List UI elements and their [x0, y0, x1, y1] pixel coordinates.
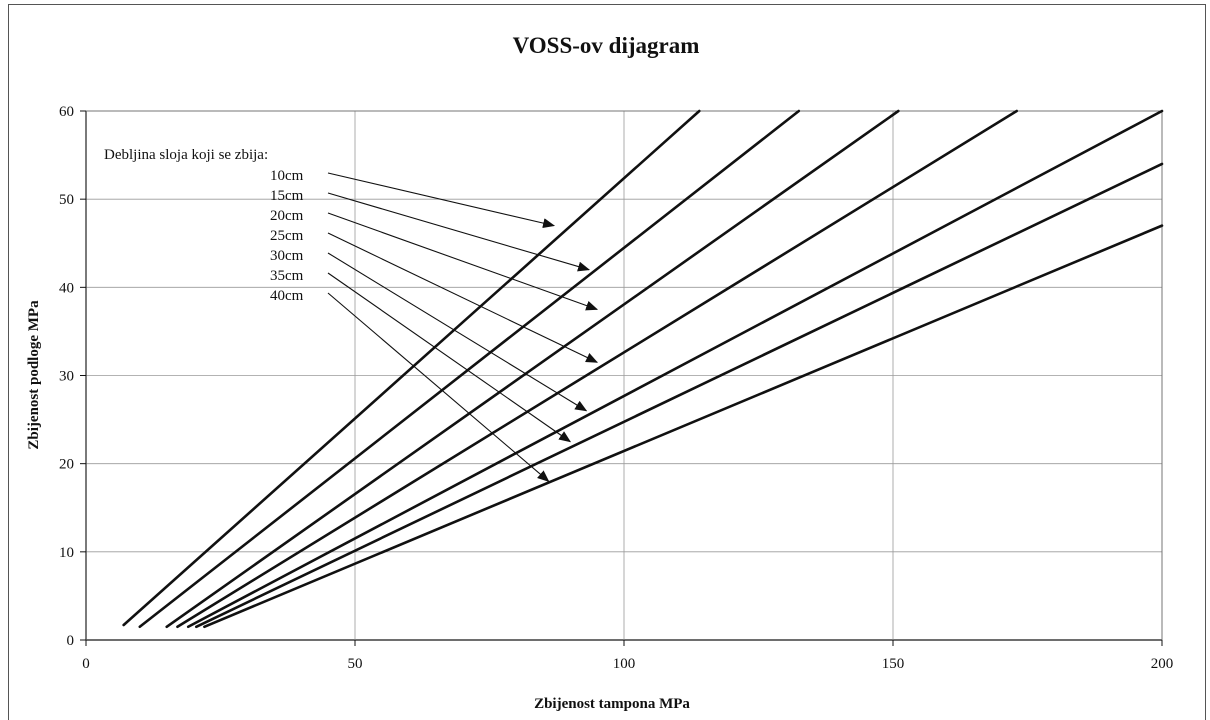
thickness-label-35cm: 35cm	[270, 268, 304, 284]
thickness-annotations: Debljina sloja koji se zbija: 10cm 15cm 20…	[104, 147, 599, 482]
thickness-arrow-20cm	[327, 212, 599, 311]
x-tick-label: 200	[1151, 656, 1174, 672]
axes: 0 10 20 30 40 50 60 0 50 100 150 200	[59, 104, 1173, 672]
y-tick-label: 0	[67, 633, 75, 649]
x-tick-label: 100	[613, 656, 636, 672]
thickness-label-10cm: 10cm	[270, 168, 304, 184]
series-line-35cm	[194, 162, 1164, 629]
series-line-40cm	[203, 224, 1164, 629]
thickness-arrow-15cm	[327, 192, 590, 272]
y-tick-label: 60	[59, 104, 74, 120]
series-line-30cm	[186, 109, 1164, 629]
thickness-arrow-25cm	[327, 232, 599, 363]
x-tick-label: 50	[348, 656, 363, 672]
y-tick-label: 10	[59, 545, 74, 561]
series-line-25cm	[176, 109, 1019, 629]
x-tick-label: 0	[82, 656, 90, 672]
series-lines	[122, 109, 1164, 629]
x-axis-label: Zbijenost tampona MPa	[534, 696, 690, 712]
thickness-label-25cm: 25cm	[270, 228, 304, 244]
series-line-15cm	[138, 109, 801, 629]
series-line-20cm	[165, 109, 900, 629]
annotation-heading: Debljina sloja koji se zbija:	[104, 147, 268, 163]
thickness-arrow-35cm	[327, 272, 572, 443]
thickness-label-20cm: 20cm	[270, 208, 304, 224]
thickness-arrow-30cm	[327, 252, 588, 412]
y-tick-label: 30	[59, 369, 74, 385]
chart-title: VOSS-ov dijagram	[513, 33, 700, 58]
y-tick-label: 50	[59, 192, 74, 208]
y-tick-label: 20	[59, 457, 74, 473]
thickness-label-15cm: 15cm	[270, 188, 304, 204]
chart-frame	[8, 4, 1206, 720]
grid	[85, 110, 1163, 641]
y-tick-label: 40	[59, 280, 74, 296]
x-tick-label: 150	[882, 656, 905, 672]
series-line-10cm	[122, 109, 701, 627]
thickness-arrow-40cm	[327, 292, 550, 482]
thickness-arrow-10cm	[327, 172, 556, 228]
y-axis-label: Zbijenost podloge MPa	[26, 300, 42, 450]
thickness-label-30cm: 30cm	[270, 248, 304, 264]
thickness-label-40cm: 40cm	[270, 288, 304, 304]
